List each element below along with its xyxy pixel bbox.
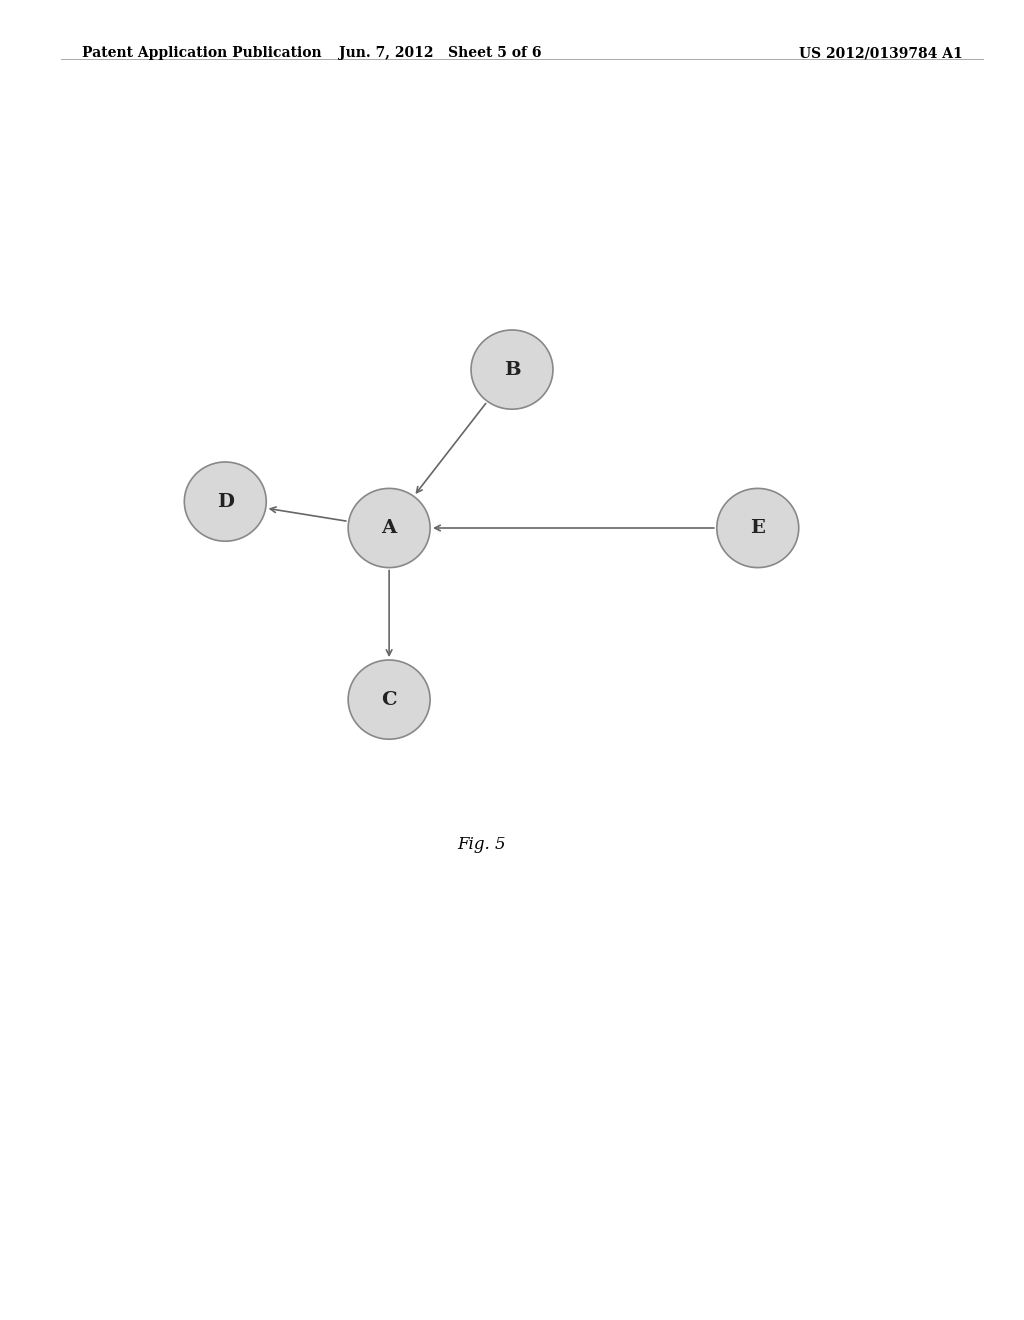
Ellipse shape xyxy=(348,660,430,739)
Ellipse shape xyxy=(184,462,266,541)
Text: Jun. 7, 2012   Sheet 5 of 6: Jun. 7, 2012 Sheet 5 of 6 xyxy=(339,46,542,61)
Text: Fig. 5: Fig. 5 xyxy=(457,837,506,853)
Text: Patent Application Publication: Patent Application Publication xyxy=(82,46,322,61)
Ellipse shape xyxy=(471,330,553,409)
Text: US 2012/0139784 A1: US 2012/0139784 A1 xyxy=(799,46,963,61)
Text: C: C xyxy=(381,690,397,709)
Text: D: D xyxy=(217,492,233,511)
Ellipse shape xyxy=(348,488,430,568)
Text: B: B xyxy=(504,360,520,379)
Ellipse shape xyxy=(717,488,799,568)
Text: E: E xyxy=(751,519,765,537)
Text: A: A xyxy=(382,519,396,537)
